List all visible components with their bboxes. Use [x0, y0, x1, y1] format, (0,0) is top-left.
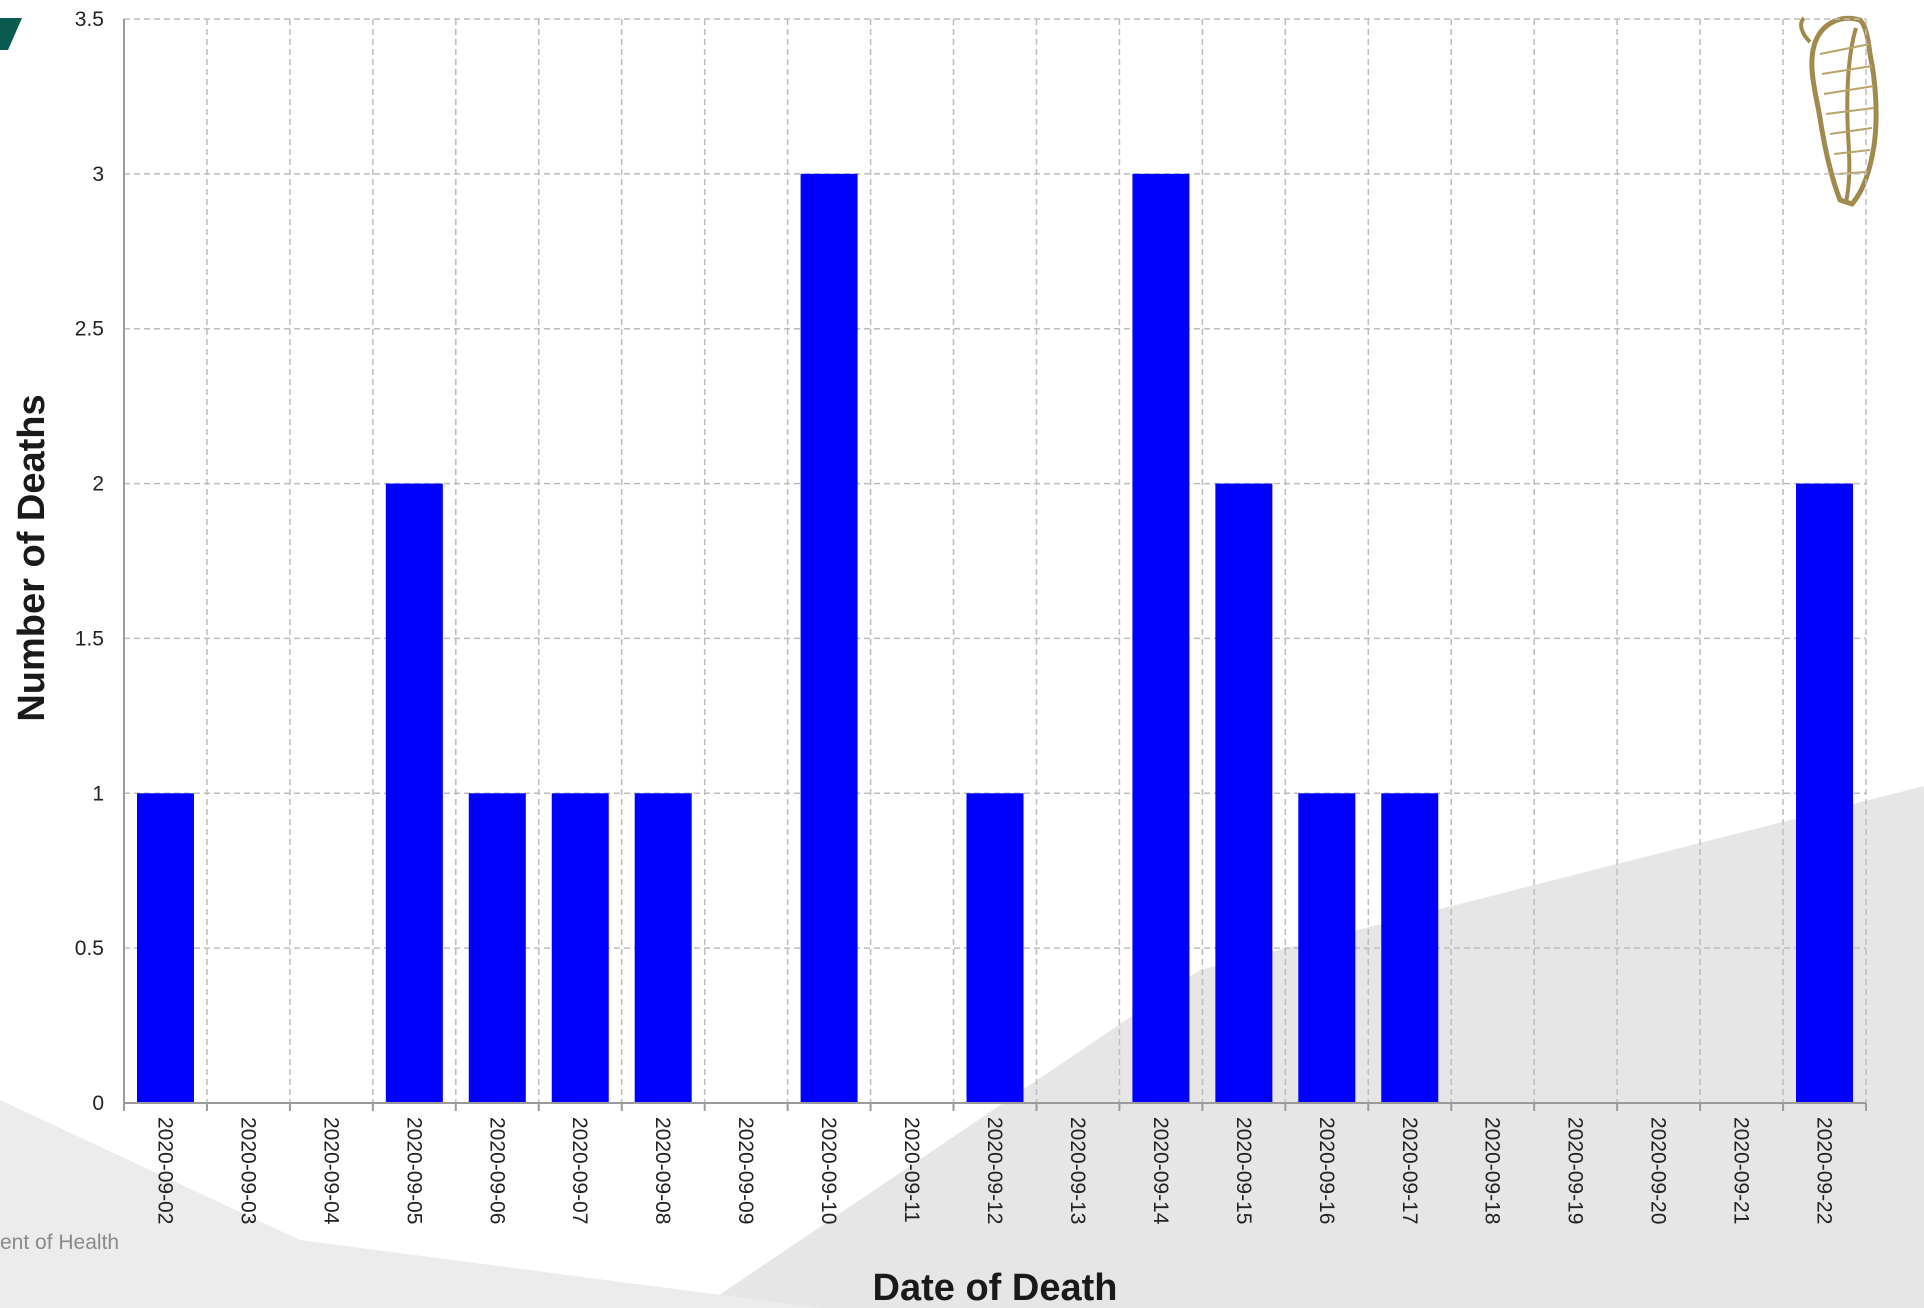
x-tick-label: 2020-09-08: [651, 1117, 674, 1224]
y-tick-label: 0: [92, 1092, 104, 1115]
x-tick-label: 2020-09-14: [1149, 1117, 1172, 1225]
bar: [385, 483, 443, 1104]
y-axis-title: Number of Deaths: [11, 394, 53, 721]
x-tick-label: 2020-09-21: [1730, 1117, 1753, 1224]
axes: [123, 19, 1867, 1111]
x-axis-title: Date of Death: [873, 1267, 1118, 1308]
y-tick-label: 2: [92, 473, 104, 496]
bars: [136, 173, 1854, 1104]
y-tick-labels: 0 0.5 1 1.5 2 2.5 3 3.5: [75, 8, 104, 1115]
x-tick-label: 2020-09-10: [817, 1117, 840, 1224]
accent-corner-shape: [0, 18, 22, 50]
x-tick-label: 2020-09-03: [236, 1117, 259, 1224]
grid: [124, 18, 1867, 1103]
bar: [634, 793, 692, 1103]
x-tick-label: 2020-09-09: [734, 1117, 757, 1224]
x-tick-label: 2020-09-15: [1232, 1117, 1255, 1224]
x-tick-label: 2020-09-18: [1481, 1117, 1504, 1224]
x-tick-label: 2020-09-19: [1564, 1117, 1587, 1224]
x-tick-label: 2020-09-06: [485, 1117, 508, 1224]
footer-organisation-text: ent of Health: [0, 1231, 119, 1254]
x-tick-label: 2020-09-02: [153, 1117, 176, 1224]
y-tick-label: 1.5: [75, 627, 104, 650]
bar: [468, 793, 526, 1103]
bar: [551, 793, 609, 1103]
y-tick-label: 1: [92, 782, 104, 805]
x-tick-label: 2020-09-16: [1315, 1117, 1338, 1224]
bar: [1215, 483, 1273, 1104]
y-tick-label: 0.5: [75, 937, 104, 960]
x-tick-labels: 2020-09-02 2020-09-03 2020-09-04 2020-09-05…: [153, 1117, 1835, 1225]
x-tick-label: 2020-09-07: [568, 1117, 591, 1224]
bar: [1132, 173, 1190, 1103]
x-tick-label: 2020-09-11: [900, 1117, 923, 1223]
y-tick-label: 2.5: [75, 318, 104, 341]
y-tick-label: 3.5: [75, 8, 104, 31]
x-tick-label: 2020-09-20: [1647, 1117, 1670, 1224]
bar: [1796, 483, 1854, 1104]
y-tick-label: 3: [92, 163, 104, 186]
bar: [800, 173, 858, 1103]
harp-emblem-icon: [1799, 15, 1879, 207]
x-tick-label: 2020-09-13: [1066, 1117, 1089, 1224]
bar: [966, 793, 1024, 1103]
bar: [136, 793, 194, 1103]
x-tick-label: 2020-09-22: [1813, 1117, 1836, 1224]
x-tick-label: 2020-09-04: [319, 1117, 342, 1225]
background-gray-band: [0, 1100, 820, 1308]
x-tick-label: 2020-09-12: [983, 1117, 1006, 1224]
x-tick-label: 2020-09-17: [1398, 1117, 1421, 1224]
bar: [1381, 793, 1439, 1103]
bar: [1298, 793, 1356, 1103]
x-tick-label: 2020-09-05: [402, 1117, 425, 1224]
